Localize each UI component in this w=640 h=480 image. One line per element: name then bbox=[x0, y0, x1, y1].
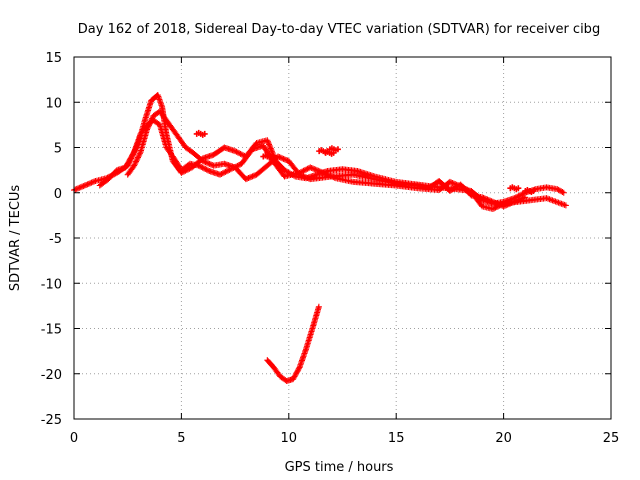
y-tick-label: 0 bbox=[54, 187, 62, 202]
x-tick-label: 25 bbox=[603, 431, 620, 446]
x-tick-label: 10 bbox=[281, 431, 298, 446]
data-point bbox=[193, 129, 208, 138]
x-tick-label: 20 bbox=[495, 431, 512, 446]
y-tick-label: -15 bbox=[41, 323, 62, 338]
y-tick-label: 15 bbox=[45, 51, 62, 66]
grid-lines bbox=[74, 57, 611, 419]
series-markers bbox=[124, 108, 529, 210]
x-tick-label: 15 bbox=[388, 431, 405, 446]
x-tick-label: 5 bbox=[177, 431, 185, 446]
data-series bbox=[71, 92, 569, 384]
y-tick-label: 10 bbox=[45, 96, 62, 111]
series-isolated-blobs bbox=[193, 129, 537, 195]
y-tick-label: -20 bbox=[41, 368, 62, 383]
series-negative-arc bbox=[264, 303, 322, 384]
y-tick-label: -25 bbox=[41, 413, 62, 428]
x-tick-label: 0 bbox=[70, 431, 78, 446]
y-tick-label: -5 bbox=[49, 232, 62, 247]
data-point bbox=[522, 186, 537, 195]
data-point bbox=[322, 148, 337, 157]
data-point bbox=[326, 145, 341, 154]
series-markers bbox=[264, 303, 322, 384]
chart-title: Day 162 of 2018, Sidereal Day-to-day VTE… bbox=[78, 22, 600, 37]
y-axis-label: SDTVAR / TECUs bbox=[8, 185, 23, 292]
series-main-arc-3 bbox=[124, 108, 529, 210]
y-tick-label: 5 bbox=[54, 142, 62, 157]
y-tick-label: -10 bbox=[41, 277, 62, 292]
data-point bbox=[507, 184, 522, 193]
axis-ticks: 0 5 10 15 20 25 15 10 5 0 -5 -10 -15 -20 -25 bbox=[41, 51, 620, 446]
x-axis-label: GPS time / hours bbox=[285, 460, 394, 475]
data-point bbox=[260, 152, 275, 161]
